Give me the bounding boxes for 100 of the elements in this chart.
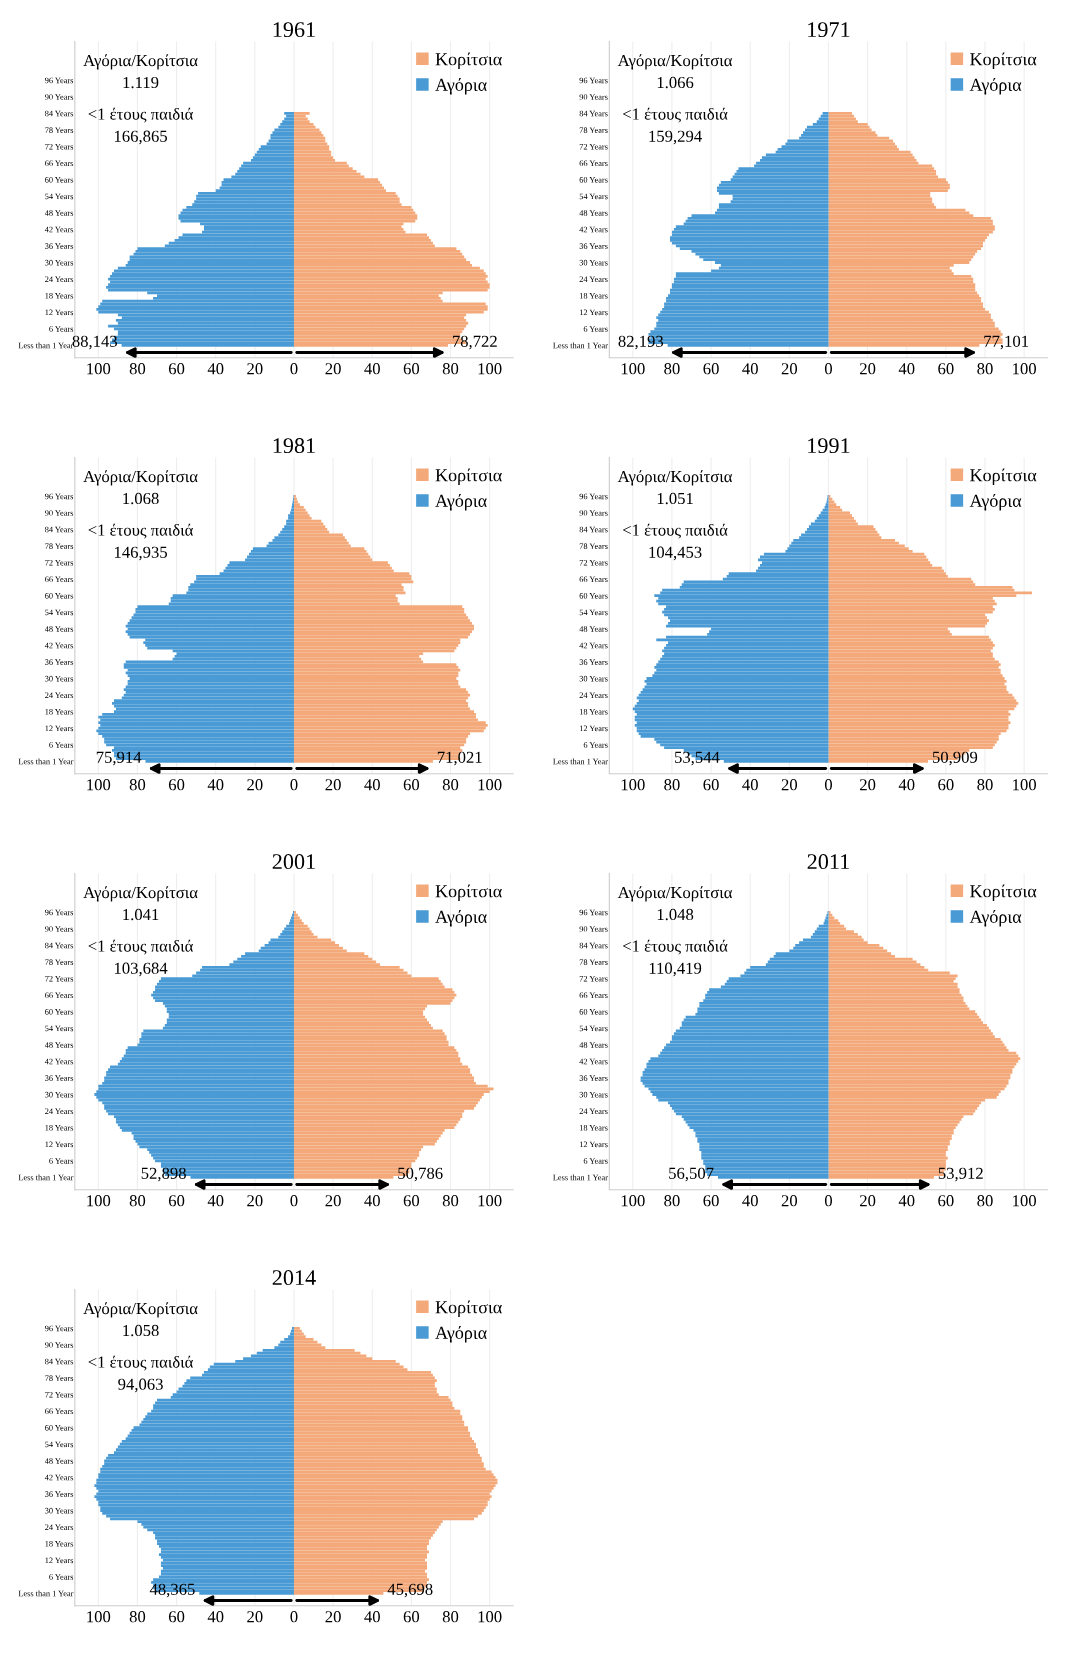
y-tick-label: 60 Years <box>45 1009 74 1015</box>
y-tick-label: 36 Years <box>579 659 608 665</box>
y-tick-label: 12 Years <box>579 309 608 316</box>
y-tick-label: 42 Years <box>579 642 608 649</box>
legend-label: Αγόρια <box>435 910 487 927</box>
y-tick-label: 48 Years <box>579 626 608 632</box>
y-tick-label: 36 Years <box>45 1491 74 1497</box>
annotation: 110,419 <box>649 962 702 977</box>
annotation: <1 έτους παιδιά <box>623 939 728 955</box>
y-tick-label: 6 Years <box>49 1158 74 1164</box>
x-tick-label: 40 <box>898 363 915 375</box>
x-tick-label: 100 <box>621 1195 645 1207</box>
legend-label: Κορίτσια <box>970 52 1037 70</box>
y-tick-label: 90 Years <box>579 510 608 516</box>
x-tick-label: 20 <box>781 363 798 375</box>
chart-title: 1981 <box>273 438 315 454</box>
y-tick-label: 60 Years <box>45 177 74 183</box>
x-tick-label: 20 <box>247 363 263 375</box>
legend-label: Αγόρια <box>435 78 487 95</box>
y-tick-label: 72 Years <box>579 559 608 566</box>
x-tick-label: 40 <box>364 1611 380 1623</box>
y-tick-label: 84 Years <box>579 942 608 949</box>
annotation: 52,898 <box>141 1167 186 1182</box>
annotation: 50,786 <box>398 1167 443 1182</box>
x-tick-label: 40 <box>207 363 224 375</box>
legend-label: Αγόρια <box>435 1326 487 1343</box>
x-tick-label: 60 <box>168 1611 185 1623</box>
y-tick-label: 54 Years <box>45 1441 74 1448</box>
x-tick-label: 100 <box>1013 363 1036 375</box>
y-tick-label: 66 Years <box>45 160 74 167</box>
text: Αγόρια/Κορίτσια <box>83 1302 198 1318</box>
y-tick-label: 96 Years <box>45 1325 74 1332</box>
legend-label: Κορίτσια <box>435 884 502 902</box>
x-tick-label: 40 <box>364 779 380 791</box>
y-tick-label: Less than 1 Year <box>553 758 608 765</box>
chart-title: 1961 <box>273 22 315 38</box>
annotation: 50,909 <box>932 751 978 766</box>
x-tick-label: 100 <box>478 1611 502 1623</box>
y-tick-label: 18 Years <box>579 292 608 299</box>
x-tick-label: 0 <box>824 779 833 791</box>
y-tick-label: 72 Years <box>579 143 608 150</box>
annotation: 1.041 <box>123 908 159 921</box>
annotation: 53,912 <box>938 1167 983 1182</box>
x-tick-label: 60 <box>168 363 185 375</box>
y-tick-label: 60 Years <box>45 593 74 599</box>
x-tick-label: 60 <box>403 1611 420 1623</box>
x-tick-label: 60 <box>168 1195 185 1207</box>
x-tick-label: 100 <box>478 1195 502 1207</box>
annotation: <1 έτους παιδιά <box>88 107 194 123</box>
y-tick-label: 66 Years <box>579 576 608 583</box>
annotation: <1 έτους παιδιά <box>623 107 728 123</box>
y-tick-label: 78 Years <box>45 127 74 133</box>
y-tick-label: 18 Years <box>45 292 74 299</box>
annotation: <1 έτους παιδιά <box>88 1355 194 1371</box>
x-tick-label: 60 <box>938 779 954 791</box>
y-tick-label: 84 Years <box>45 942 74 949</box>
y-tick-label: 48 Years <box>44 210 74 216</box>
x-tick-label: 80 <box>664 363 680 375</box>
y-tick-label: 66 Years <box>45 1408 74 1415</box>
y-tick-label: 78 Years <box>579 543 608 549</box>
y-tick-label: 24 Years <box>579 692 608 699</box>
y-tick-label: 78 Years <box>579 959 608 965</box>
y-tick-label: 6 Years <box>583 326 608 332</box>
y-tick-label: 66 Years <box>45 992 74 999</box>
y-tick-label: 30 Years <box>579 1091 608 1098</box>
y-tick-label: 84 Years <box>45 110 74 117</box>
x-tick-label: 100 <box>621 363 645 375</box>
x-tick-label: 40 <box>364 1195 380 1207</box>
x-tick-label: 20 <box>781 779 798 791</box>
y-tick-label: 60 Years <box>579 177 608 183</box>
y-tick-label: 24 Years <box>45 1108 74 1115</box>
x-tick-label: 80 <box>977 779 993 791</box>
annotation: 103,684 <box>114 962 168 977</box>
y-tick-label: 30 Years <box>579 259 608 266</box>
x-tick-label: 100 <box>478 363 502 375</box>
annotation: 82,193 <box>618 335 664 350</box>
y-tick-label: 54 Years <box>45 609 74 616</box>
y-tick-label: 90 Years <box>45 510 74 516</box>
y-tick-label: 30 Years <box>45 1091 74 1098</box>
y-tick-label: 30 Years <box>579 675 608 682</box>
y-tick-label: 24 Years <box>45 692 74 699</box>
y-tick-label: 48 Years <box>579 1042 608 1048</box>
y-tick-label: 24 Years <box>45 1524 74 1531</box>
y-tick-label: 18 Years <box>579 708 608 715</box>
x-tick-label: 20 <box>860 779 876 791</box>
x-tick-label: 0 <box>290 1195 298 1207</box>
x-tick-label: 60 <box>938 363 954 375</box>
y-tick-label: 66 Years <box>579 992 608 999</box>
y-tick-label: 18 Years <box>45 1124 74 1131</box>
x-tick-label: 60 <box>403 363 420 375</box>
y-tick-label: 72 Years <box>45 559 74 566</box>
x-tick-label: 80 <box>442 1611 459 1623</box>
y-tick-label: 96 Years <box>579 909 608 916</box>
text: Αγόρια/Κορίτσια <box>617 54 733 70</box>
y-tick-label: 42 Years <box>44 226 74 233</box>
y-tick-label: 18 Years <box>45 708 74 715</box>
y-tick-label: 48 Years <box>44 626 74 632</box>
x-tick-label: 40 <box>898 1195 915 1207</box>
annotation: 146,935 <box>114 546 168 561</box>
text: Αγόρια/Κορίτσια <box>617 470 733 486</box>
